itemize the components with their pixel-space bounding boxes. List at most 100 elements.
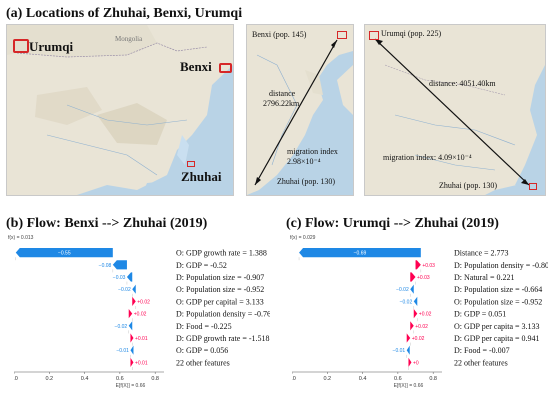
chart-c-value-label: −0.02 [396,287,409,293]
chart-b-feature-label: D: GDP = -0.52 [176,261,227,270]
chart-c-value-label: +0.02 [415,324,428,330]
chart-b-value-label: −0.02 [115,324,128,330]
chart-b-feature-label: 22 other features [176,358,230,367]
chart-b-value-label: −0.02 [118,287,131,293]
chart-c-svg: −0.69 Distance = 2.773 +0.03 D: Population … [288,248,550,389]
chart-b-value-label: −0.55 [58,251,71,257]
chart-c-value-label: −0.69 [354,251,367,257]
chart-c-feature-label: D: GDP per capita = 0.941 [454,334,540,343]
chart-b-tick-label: 0.6 [116,376,124,382]
panel-c-fx-label: f(x) = 0.029 [290,235,316,241]
chart-c-feature-label: D: Population density = -0.805 [454,261,548,270]
chart-b-value-label: +0.02 [137,299,150,305]
chart-c-bar [410,284,414,294]
chart-b-feature-label: O: GDP growth rate = 1.388 [176,249,267,258]
chart-b-value-label: +0.02 [134,312,147,318]
chart-b-feature-label: O: GDP per capital = 3.133 [176,297,264,306]
chart-c-tick-label: 0.0 [292,376,296,382]
map-benxi-zhuhai: Benxi (pop. 145) distance 2796.22km migr… [246,24,354,196]
chart-b-tick-label: 0.4 [81,376,89,382]
chart-c-feature-label: O: Population size = -0.952 [454,297,542,306]
chart-b-value-label: +0.01 [135,360,148,366]
chart-b-feature-label: O: Population size = -0.952 [176,285,264,294]
panel-b-fx-label: f(x) = 0.013 [8,235,34,241]
chart-b-value-label: −0.08 [99,263,112,269]
chart-b-bar [128,321,133,331]
chart-b-value-label: −0.03 [113,275,126,281]
chart-b-feature-label: O: GDP = 0.056 [176,346,228,355]
chart-benxi: −0.55 O: GDP growth rate = 1.388 −0.08 D: G… [10,244,275,400]
chart-c-bar [406,345,410,355]
chart-c-value-label: −0.01 [393,348,406,354]
map-benxi-benxi-marker-icon [337,31,347,39]
zhuhai-marker-icon [187,161,195,167]
chart-c-expected-value-label: E[f(X)] = 0.66 [394,383,424,389]
chart-c-feature-label: Distance = 2.773 [454,249,509,258]
panel-c-title: (c) Flow: Urumqi --> Zhuhai (2019) [286,216,499,231]
chart-b-bar [130,357,134,367]
chart-c-value-label: −0.02 [400,299,413,305]
map-benxi-migration-label: migration index [287,147,338,156]
chart-b-feature-label: D: Population density = -0.762 [176,310,270,319]
benxi-marker-icon [219,63,232,73]
chart-b-bar [15,248,113,258]
chart-b-bar [132,284,136,294]
map-overview-benxi-label: Benxi [180,59,212,74]
chart-c-value-label: +0.02 [412,336,425,342]
chart-c-value-label: +0.03 [417,275,430,281]
map-urumqi-distance-label: distance: 4051.40km [429,79,496,88]
chart-c-bar [413,296,418,306]
map-benxi-distance-label: distance [269,89,296,98]
chart-c-bar [299,248,421,258]
map-overview-zhuhai-label: Zhuhai [181,169,222,184]
map-overview-mongolia-label: Mongolia [115,35,143,43]
map-benxi-migration-value: 2.98×10⁻⁴ [287,157,321,166]
chart-b-bar [132,296,136,306]
chart-c-feature-label: O: GDP per capita = 3.133 [454,322,540,331]
map-benxi-zhuhai-label: Zhuhai (pop. 130) [277,177,335,186]
chart-c-feature-label: D: GDP = 0.051 [454,310,506,319]
chart-c-tick-label: 0.2 [323,376,331,382]
chart-c-bar [415,260,421,270]
map-urumqi-urumqi-marker-icon [369,31,379,40]
chart-b-bar [130,345,134,355]
chart-b-value-label: +0.01 [135,336,148,342]
chart-c-value-label: +0.03 [422,263,435,269]
map-overview: Urumqi Mongolia Benxi Zhuhai [6,24,234,196]
chart-b-feature-label: D: Food = -0.225 [176,322,232,331]
chart-b-bar [112,260,127,270]
map-benxi-benxi-label: Benxi (pop. 145) [252,30,307,39]
chart-b-bar [130,333,134,343]
chart-c-value-label: +0.02 [419,312,432,318]
map-overview-graphic [7,25,233,195]
panel-b-title: (b) Flow: Benxi --> Zhuhai (2019) [6,216,208,231]
chart-c-tick-label: 0.8 [429,376,437,382]
chart-c-feature-label: D: Food = -0.007 [454,346,510,355]
chart-b-tick-label: 0.0 [14,376,18,382]
chart-c-bar [413,309,418,319]
map-benxi-distance-value: 2796.22km [263,99,300,108]
chart-b-feature-label: D: Population size = -0.907 [176,273,264,282]
chart-c-feature-label: 22 other features [454,358,508,367]
panel-a-title: (a) Locations of Zhuhai, Benxi, Urumqi [6,6,243,21]
chart-c-bar [406,333,411,343]
chart-b-value-label: −0.01 [116,348,129,354]
chart-b-expected-value-label: E[f(X)] = 0.66 [116,383,146,389]
map-urumqi-graphic [374,38,545,195]
chart-b-bar [126,272,133,282]
chart-c-bar [410,321,414,331]
chart-b-tick-label: 0.2 [45,376,53,382]
map-urumqi-zhuhai-label: Zhuhai (pop. 130) [439,181,497,190]
chart-c-tick-label: 0.4 [359,376,367,382]
map-urumqi-urumqi-label: Urumqi (pop. 225) [381,29,442,38]
chart-c-tick-label: 0.6 [394,376,402,382]
chart-urumqi: −0.69 Distance = 2.773 +0.03 D: Population … [288,244,550,400]
chart-b-feature-label: D: GDP growth rate = -1.518 [176,334,270,343]
chart-c-bar [410,272,416,282]
map-benxi-graphic [247,25,353,195]
chart-b-tick-label: 0.8 [151,376,159,382]
chart-c-value-label: +0 [413,360,419,366]
map-urumqi-zhuhai-marker-icon [529,183,537,190]
urumqi-marker-icon [13,39,29,53]
chart-c-feature-label: D: Natural = 0.221 [454,273,515,282]
